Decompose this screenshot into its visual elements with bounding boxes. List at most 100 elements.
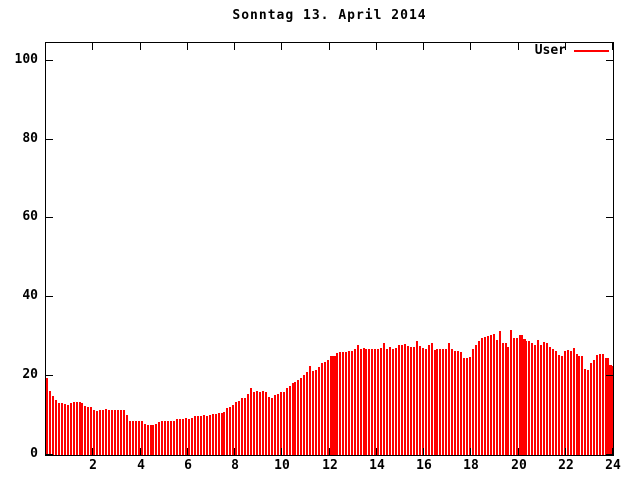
- user-bar: [428, 345, 430, 455]
- user-bar: [244, 398, 246, 455]
- user-bar: [543, 342, 545, 455]
- y-axis-tick-right: [606, 60, 613, 61]
- x-axis-tick-top: [423, 43, 424, 50]
- user-bar: [460, 352, 462, 455]
- user-bar: [605, 358, 609, 455]
- user-bar: [404, 344, 406, 455]
- user-bar: [457, 351, 459, 455]
- user-bar: [235, 402, 237, 455]
- user-bar: [306, 372, 308, 455]
- chart-title: Sonntag 13. April 2014: [232, 8, 427, 23]
- user-bar: [170, 421, 172, 455]
- user-bar: [176, 419, 178, 455]
- user-bar: [555, 351, 557, 455]
- user-bar: [274, 395, 276, 455]
- user-bar: [58, 403, 60, 455]
- x-axis-tick-bottom: [329, 448, 330, 455]
- user-bar: [179, 419, 181, 455]
- user-bar: [386, 349, 388, 455]
- user-bar: [268, 397, 270, 455]
- x-tick-label: 2: [89, 458, 97, 473]
- user-bar: [215, 414, 217, 455]
- user-bar: [158, 422, 160, 455]
- user-bar: [120, 410, 122, 455]
- user-bar: [363, 348, 365, 455]
- user-bar: [241, 398, 243, 455]
- x-axis-tick-top: [234, 43, 235, 50]
- user-bar: [277, 394, 279, 455]
- x-axis-tick-top: [187, 43, 188, 50]
- x-axis-tick-bottom: [281, 448, 282, 455]
- x-axis-tick-top: [329, 43, 330, 50]
- y-tick-label: 60: [22, 209, 38, 224]
- user-bar: [368, 349, 370, 455]
- y-axis-tick-right: [606, 217, 613, 218]
- x-tick-label: 18: [463, 458, 479, 473]
- x-axis-tick-bottom: [187, 448, 188, 455]
- user-bar: [581, 356, 583, 455]
- user-bar: [348, 351, 350, 455]
- user-bar: [309, 366, 311, 455]
- user-bar: [448, 343, 450, 455]
- user-bar: [221, 413, 223, 455]
- user-bar: [194, 416, 196, 455]
- user-bar: [256, 391, 258, 455]
- user-bar: [117, 410, 119, 455]
- user-bar: [289, 386, 291, 455]
- x-axis-tick-top: [565, 43, 566, 50]
- user-bar: [505, 343, 507, 455]
- y-axis-tick-left: [46, 454, 53, 455]
- user-bar: [312, 371, 314, 455]
- user-bar: [283, 392, 285, 455]
- user-bar: [318, 367, 320, 455]
- user-bar: [502, 343, 504, 455]
- user-bar: [70, 403, 72, 455]
- x-tick-label: 24: [605, 458, 621, 473]
- user-bar: [445, 349, 447, 455]
- user-bar: [487, 336, 489, 455]
- x-tick-label: 6: [184, 458, 192, 473]
- x-tick-label: 20: [511, 458, 527, 473]
- user-bar: [185, 418, 187, 455]
- user-bar: [223, 412, 225, 455]
- user-bar: [238, 401, 240, 455]
- user-bar: [81, 403, 83, 455]
- user-bar: [398, 345, 400, 455]
- y-axis-tick-left: [46, 60, 53, 61]
- user-bar: [64, 404, 66, 455]
- user-bar: [478, 341, 480, 455]
- y-axis-tick-left: [46, 139, 53, 140]
- y-axis-tick-right: [606, 454, 613, 455]
- user-bar: [576, 354, 578, 455]
- user-bar: [360, 349, 362, 455]
- user-bar: [354, 349, 356, 455]
- user-bar: [490, 335, 492, 455]
- x-tick-label: 4: [137, 458, 145, 473]
- user-bar: [416, 341, 418, 455]
- user-bar: [578, 356, 580, 455]
- user-bar: [365, 349, 367, 455]
- user-bar: [431, 343, 433, 455]
- user-bar: [132, 421, 134, 455]
- user-bar: [552, 349, 554, 455]
- x-axis-tick-bottom: [612, 448, 613, 455]
- user-bar: [602, 354, 604, 455]
- user-bar: [410, 347, 412, 455]
- user-bar: [280, 392, 282, 455]
- user-bar: [152, 425, 154, 455]
- user-bar: [564, 351, 566, 455]
- x-tick-label: 10: [274, 458, 290, 473]
- user-bar: [209, 415, 211, 455]
- user-bar: [528, 341, 530, 455]
- user-bar: [587, 370, 589, 455]
- user-bar: [167, 421, 169, 455]
- user-bar: [584, 369, 586, 455]
- user-bar: [55, 400, 57, 455]
- user-bar: [79, 402, 81, 455]
- user-bar: [413, 347, 415, 455]
- user-bar: [73, 402, 75, 455]
- user-bar: [496, 340, 498, 455]
- user-bar: [188, 419, 190, 455]
- user-bar: [147, 425, 149, 455]
- x-axis-tick-top: [612, 43, 613, 50]
